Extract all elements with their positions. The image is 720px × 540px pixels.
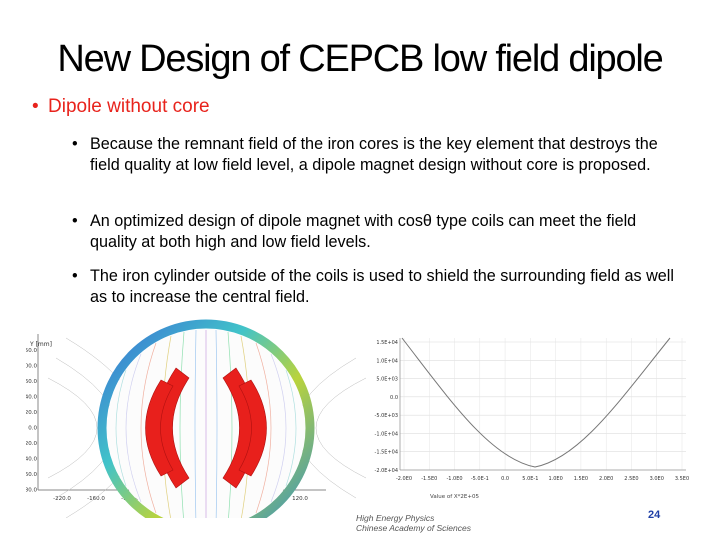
y-tick-label: 5.0E+03 (376, 377, 398, 383)
y-tick-label: -5.0E+03 (375, 413, 398, 419)
y-tick-label: 0.0 (390, 395, 398, 401)
subbullet-1-text: Because the remnant field of the iron co… (90, 135, 658, 174)
y-tick-label: 1.5E+04 (376, 340, 398, 346)
field-curve (401, 337, 671, 468)
x-axis-label: Value of X*2E+05 (430, 494, 480, 500)
page-number: 24 (648, 509, 661, 521)
bullet-dot: • (72, 135, 78, 153)
x-tick-label: 2.0E0 (599, 476, 613, 482)
y-tick-label: 40.0 (26, 395, 37, 401)
subbullet-3: • The iron cylinder outside of the coils… (72, 266, 682, 308)
y-tick-label: -20.0 (26, 441, 37, 447)
magnet-cross-section-figure: Y [mm] 150.0 100.0 60.0 40.0 20.0 0.0 -20.0 -40… (26, 319, 367, 518)
x-tick-label: -160.0 (87, 496, 105, 502)
footer-line-2: Chinese Academy of Sciences (356, 523, 471, 533)
inner-field-lines (115, 329, 297, 518)
x-tick-label: 1.5E0 (574, 476, 588, 482)
x-tick-labels: -2.0E0 -1.5E0 -1.0E0 -5.0E-1 0.0 5.0E-1 1.0E0 1… (396, 476, 689, 482)
x-tick-label: -1.0E0 (446, 476, 462, 482)
subbullet-2: • An optimized design of dipole magnet w… (72, 211, 682, 253)
subbullet-3-text: The iron cylinder outside of the coils i… (90, 267, 674, 306)
y-tick-labels: 150.0 100.0 60.0 40.0 20.0 0.0 -20.0 -40.0 -60.0… (26, 348, 37, 494)
bullet-dot: • (32, 96, 39, 117)
y-tick-label: -40.0 (26, 457, 37, 463)
y-tick-label: 100.0 (26, 364, 37, 370)
y-tick-label: -1.0E+04 (375, 431, 398, 437)
coil-left-outer (145, 379, 174, 477)
coil-right-outer (238, 379, 267, 477)
x-tick-label: 3.5E0 (675, 476, 689, 482)
y-tick-label: -1.5E+04 (375, 450, 398, 456)
subbullet-1: • Because the remnant field of the iron … (72, 134, 682, 176)
chart-grid (400, 338, 686, 471)
y-unit-label: Y [mm] (29, 341, 52, 348)
x-tick-label: 3.0E0 (650, 476, 664, 482)
footer-line-1: High Energy Physics (356, 513, 435, 523)
x-tick-label: 2.5E0 (624, 476, 638, 482)
x-tick-label: 1.0E0 (548, 476, 562, 482)
bullet-text: Dipole without core (48, 96, 210, 117)
y-tick-label: -80.0 (26, 488, 37, 494)
field-profile-chart: 1.5E+04 1.0E+04 5.0E+03 0.0 -5.0E+03 -1.0E+04… (370, 330, 690, 500)
x-tick-label: 0.0 (501, 476, 509, 482)
x-tick-label: -1.5E0 (421, 476, 437, 482)
y-tick-labels: 1.5E+04 1.0E+04 5.0E+03 0.0 -5.0E+03 -1.0E+04… (375, 340, 398, 474)
slide-title: New Design of CEPCB low field dipole (57, 38, 663, 80)
x-tick-label: 5.0E-1 (522, 476, 538, 482)
y-tick-label: 60.0 (26, 379, 37, 385)
y-tick-label: -60.0 (26, 472, 37, 478)
x-tick-label: -2.0E0 (396, 476, 412, 482)
bullet-dot: • (72, 267, 78, 285)
bullet-dot: • (72, 212, 78, 230)
y-tick-label: -2.0E+04 (375, 468, 398, 474)
x-tick-label: -5.0E-1 (471, 476, 489, 482)
y-tick-label: 20.0 (26, 410, 37, 416)
y-tick-label: 0.0 (28, 426, 37, 432)
subbullet-2-text: An optimized design of dipole magnet wit… (90, 212, 637, 251)
x-tick-label: -220.0 (53, 496, 71, 502)
iron-cylinder-ring (97, 319, 315, 518)
coils (145, 367, 267, 489)
bullet-dipole-without-core: • Dipole without core (32, 96, 210, 118)
x-tick-label: 120.0 (292, 496, 308, 502)
y-tick-label: 1.0E+04 (376, 358, 398, 364)
y-tick-label: 150.0 (26, 348, 37, 354)
